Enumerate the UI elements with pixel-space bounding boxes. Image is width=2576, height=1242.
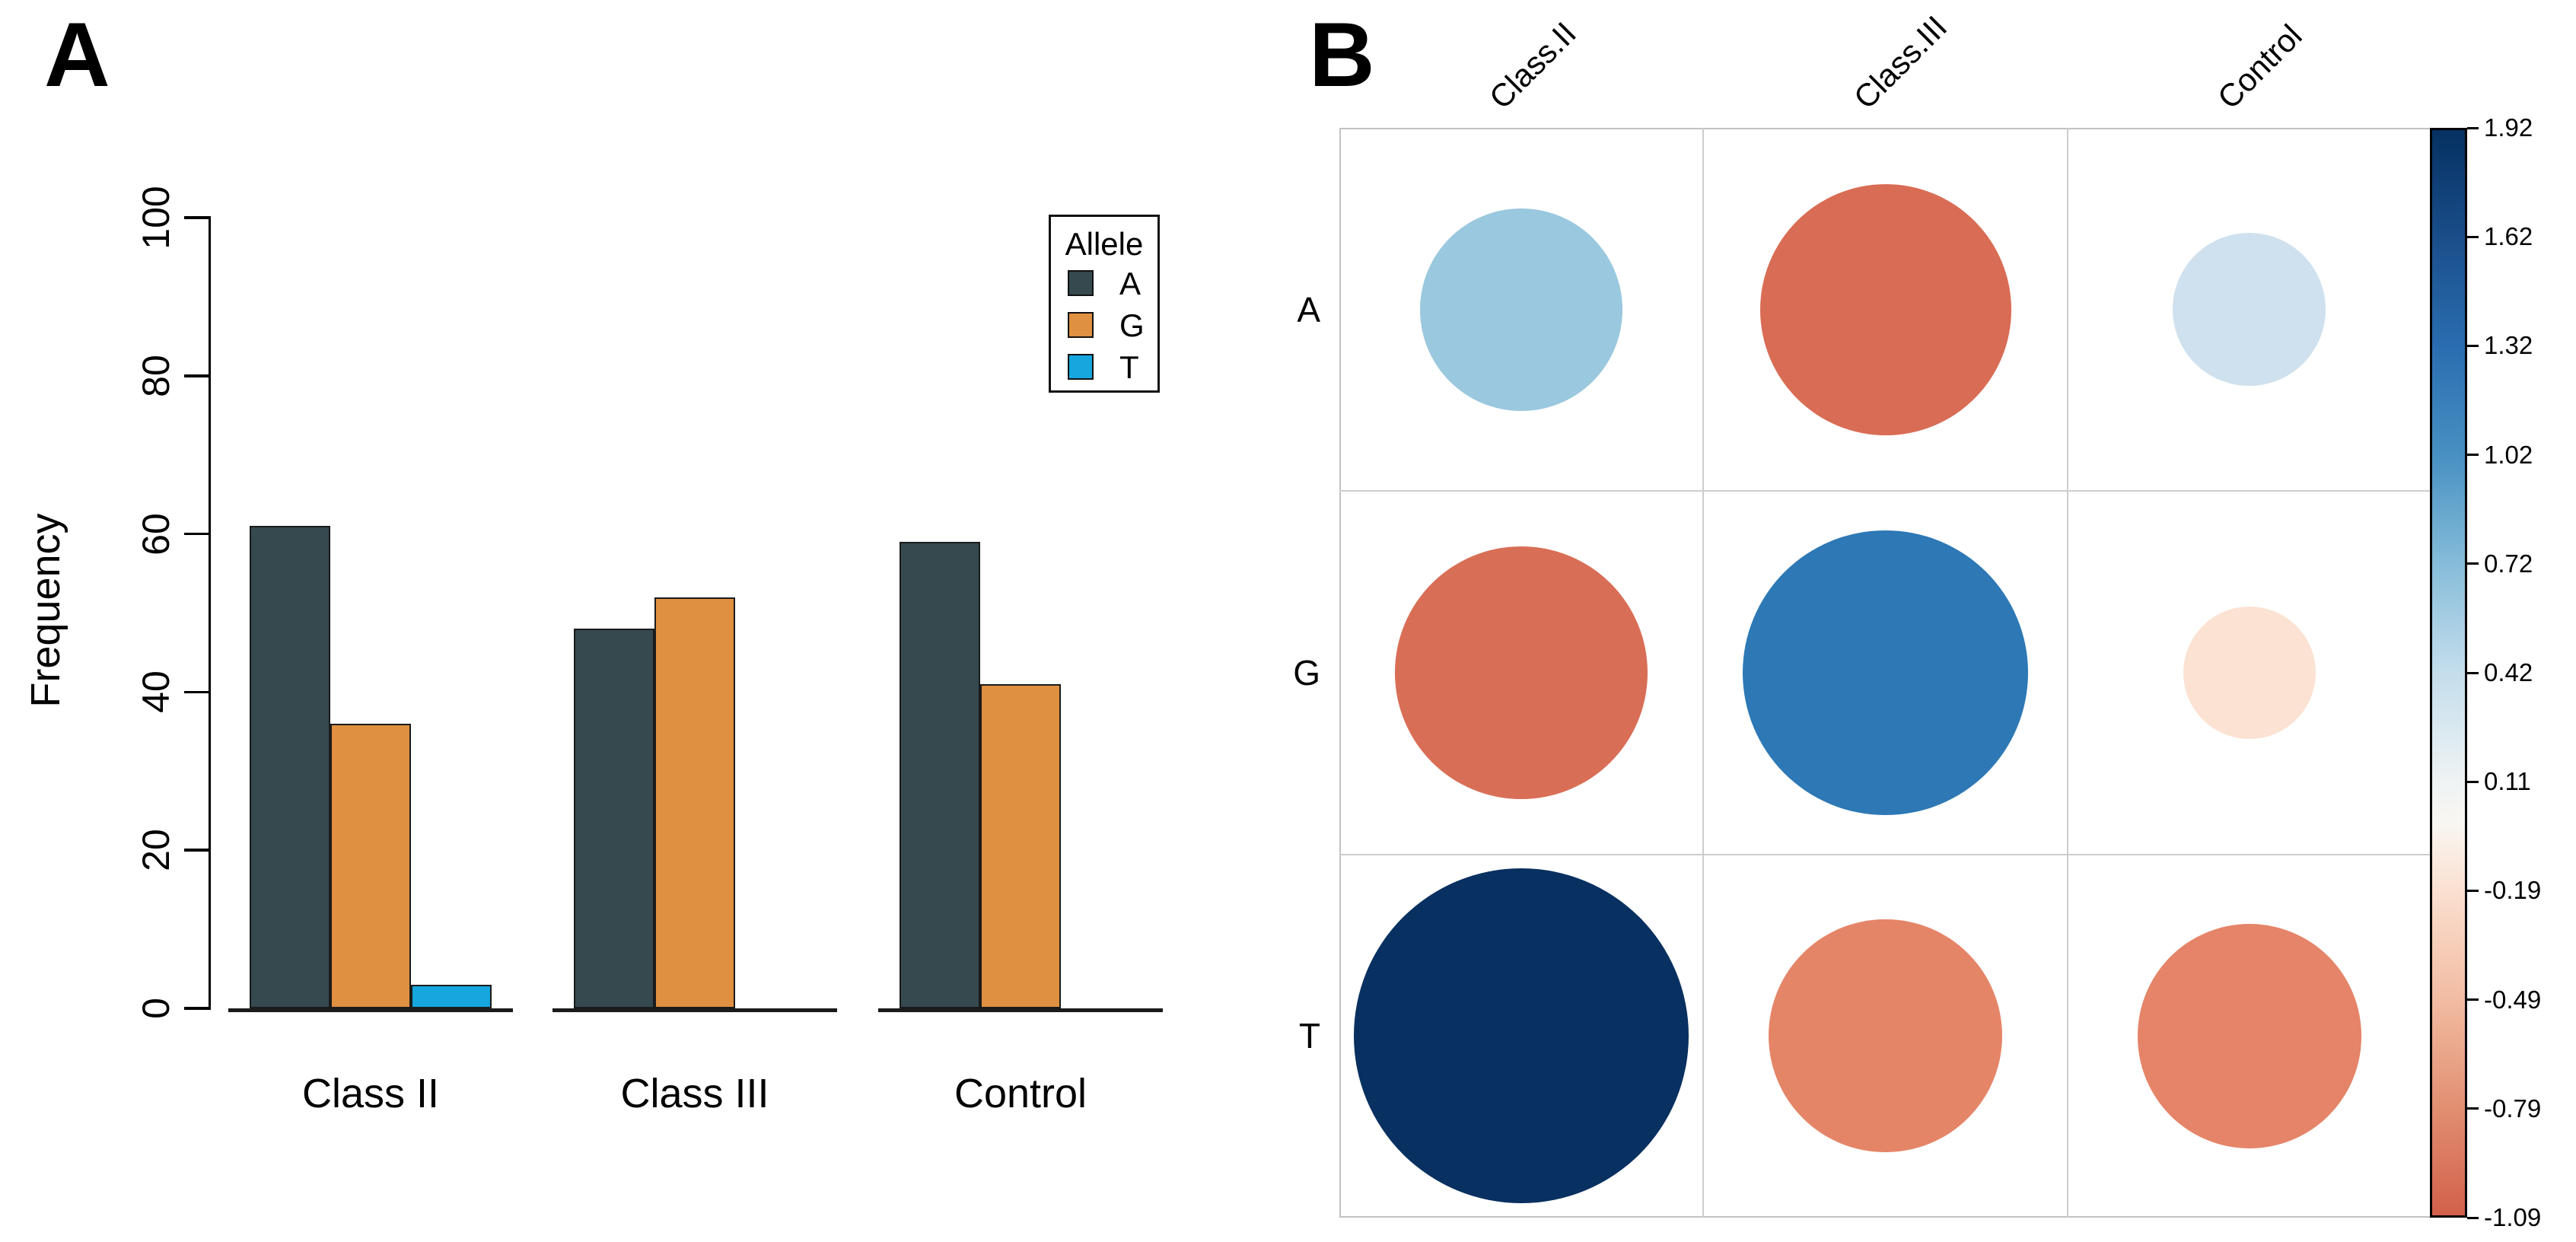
colorbar-tick <box>2467 562 2479 565</box>
y-axis-tick <box>183 216 209 219</box>
panel-a-letter: A <box>44 4 110 106</box>
matrix-grid-hline <box>1339 490 2431 492</box>
colorbar-tick-label: 0.42 <box>2484 658 2533 686</box>
panel-b-letter: B <box>1309 4 1375 106</box>
bubble-g-control <box>2183 607 2316 739</box>
matrix-col-label-class-iii: Class.III <box>1846 8 1953 116</box>
legend-item-t: T <box>1051 351 1157 384</box>
colorbar-tick <box>2467 780 2479 783</box>
colorbar-tick-label: 0.72 <box>2484 549 2533 578</box>
colorbar-tick <box>2467 454 2479 457</box>
colorbar-tick-label: 1.32 <box>2484 331 2533 360</box>
bubble-a-class-iii <box>1759 183 2011 435</box>
bubble-a-control <box>2173 233 2326 387</box>
legend-swatch-g <box>1068 312 1094 338</box>
x-axis-baseline-class-ii <box>228 1008 513 1012</box>
category-label-control: Control <box>954 1071 1087 1116</box>
colorbar-tick-label: -0.79 <box>2484 1094 2542 1123</box>
legend-box: Allele A G T <box>1049 215 1160 393</box>
y-axis-tick <box>183 690 209 694</box>
matrix-row-label-a: A <box>1297 289 1320 330</box>
matrix-row-label-g: G <box>1293 653 1320 693</box>
colorbar-tick <box>2467 235 2479 238</box>
colorbar-tick-label: 1.02 <box>2484 440 2533 469</box>
bubble-t-class-iii <box>1769 919 2002 1153</box>
bubble-t-control <box>2137 924 2362 1148</box>
colorbar <box>2430 128 2467 1218</box>
legend-item-label: A <box>1119 266 1142 301</box>
y-axis-title: Frequency <box>23 513 68 708</box>
bar-class-ii-t <box>411 984 492 1008</box>
bubble-a-class-ii <box>1420 208 1622 411</box>
y-axis-tick-label: 20 <box>135 829 177 871</box>
x-axis-baseline-class-iii <box>552 1008 837 1012</box>
x-axis-baseline-control <box>878 1008 1163 1012</box>
matrix-row-label-t: T <box>1298 1016 1320 1056</box>
legend-item-label: G <box>1119 307 1145 343</box>
legend-swatch-t <box>1068 354 1094 380</box>
bar-class-ii-a <box>250 526 330 1008</box>
matrix-col-label-class-ii: Class.II <box>1482 14 1584 116</box>
bar-class-iii-a <box>574 629 654 1008</box>
y-axis-tick-label: 80 <box>135 354 177 397</box>
y-axis-tick <box>183 532 209 536</box>
category-label-class-iii: Class III <box>620 1071 769 1116</box>
bar-control-g <box>980 684 1061 1008</box>
legend-item-g: G <box>1051 309 1157 342</box>
matrix-grid-vline <box>2066 128 2068 1218</box>
y-axis-tick-label: 40 <box>135 670 177 714</box>
matrix-grid-vline <box>1702 128 1705 1218</box>
matrix-grid-hline <box>1339 853 2431 855</box>
colorbar-tick <box>2467 344 2479 347</box>
y-axis-tick <box>183 1007 209 1010</box>
colorbar-tick <box>2467 889 2479 892</box>
bubble-t-class-ii <box>1354 868 1689 1204</box>
bar-control-a <box>900 541 980 1008</box>
category-label-class-ii: Class II <box>301 1071 440 1116</box>
colorbar-tick-label: -0.49 <box>2484 985 2542 1014</box>
y-axis-tick-label: 0 <box>135 998 177 1019</box>
y-axis-tick <box>183 374 209 377</box>
y-axis-tick-label: 100 <box>135 186 177 250</box>
colorbar-tick <box>2467 1107 2479 1110</box>
colorbar-tick-label: -1.09 <box>2484 1203 2542 1231</box>
legend-title: Allele <box>1065 226 1144 262</box>
bar-class-iii-g <box>654 597 735 1008</box>
colorbar-tick <box>2467 671 2479 674</box>
legend-swatch-a <box>1068 270 1094 296</box>
bubble-g-class-iii <box>1743 530 2028 816</box>
colorbar-tick <box>2467 1216 2479 1219</box>
colorbar-tick-label: 1.92 <box>2484 113 2533 142</box>
legend-item-label: T <box>1119 349 1139 385</box>
bar-class-ii-g <box>330 723 411 1008</box>
colorbar-tick-label: 0.11 <box>2484 767 2531 796</box>
colorbar-tick <box>2467 126 2479 129</box>
colorbar-tick-label: -0.19 <box>2484 876 2542 905</box>
colorbar-tick <box>2467 998 2479 1002</box>
y-axis-tick-label: 60 <box>135 512 177 556</box>
y-axis-tick <box>183 849 209 852</box>
y-axis-line <box>208 216 211 1010</box>
bubble-g-class-ii <box>1395 546 1648 799</box>
matrix-col-label-control: Control <box>2210 18 2309 116</box>
colorbar-tick-label: 1.62 <box>2484 222 2533 251</box>
legend-item-a: A <box>1051 267 1157 301</box>
